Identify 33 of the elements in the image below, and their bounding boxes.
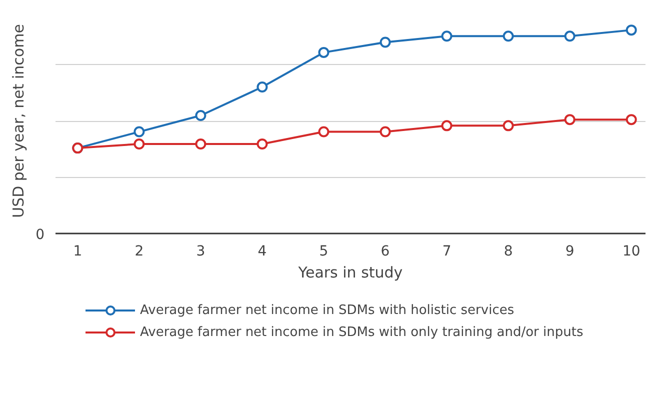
x-tick-label: 3 [196,244,206,260]
point [502,30,514,42]
x-tick-label: 2 [134,244,144,260]
x-axis-title: Years in study [297,264,403,282]
point [441,30,452,42]
point [195,138,206,150]
x-tick-label: 9 [565,244,574,260]
point [256,82,268,93]
text: 0 [36,227,45,243]
point [380,126,391,138]
point [256,138,268,150]
point [564,114,576,126]
x-tick-label: 8 [504,244,513,260]
legend-label: Average farmer net income in SDMs with only training and/or inputs [140,324,584,340]
point [626,114,637,126]
point [502,120,514,132]
point [564,30,576,42]
x-tick-label: 4 [258,244,267,260]
point [626,24,637,36]
x-tick-label: 7 [442,244,452,260]
y-axis-title: USD per year, net income [10,24,28,218]
point [318,46,330,58]
point [134,126,145,138]
x-tick-label: 1 [73,244,82,260]
point [318,126,330,138]
point [195,110,206,121]
point [380,36,391,48]
x-tick-label: 10 [622,244,640,260]
x-tick-label: 6 [380,244,390,260]
point [134,138,145,150]
legend-label: Average farmer net income in SDMs with holistic services [140,302,514,318]
x-tick-label: 5 [319,244,328,260]
point [441,120,452,132]
